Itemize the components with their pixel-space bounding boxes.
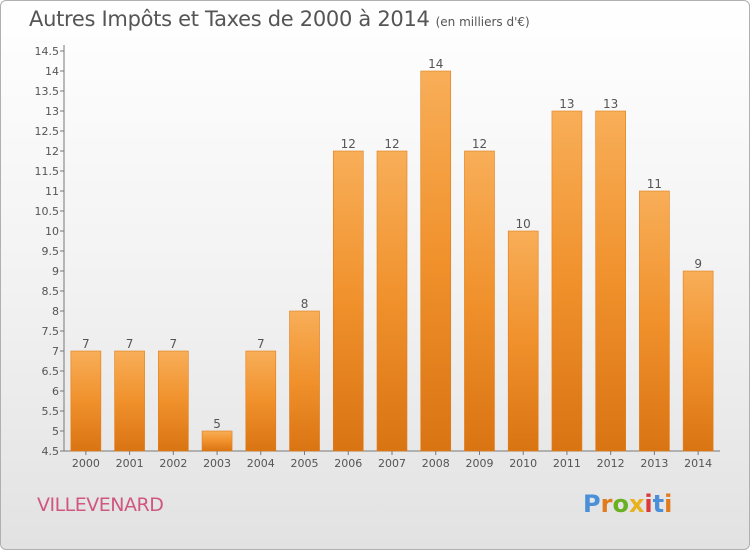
logo-letter: t (652, 490, 665, 518)
bar-2000 (70, 350, 102, 452)
bar-2011 (551, 110, 583, 452)
bar-2010 (507, 230, 539, 452)
y-tick-label: 7 (52, 345, 59, 358)
y-tick-label: 9.5 (42, 245, 60, 258)
y-tick-label: 12 (45, 145, 59, 158)
logo-letter: o (612, 490, 629, 518)
logo-letter: P (583, 490, 601, 518)
bar-2004 (245, 350, 277, 452)
x-tick-label-2012: 2012 (597, 457, 625, 470)
value-label-2000: 7 (82, 337, 90, 351)
x-tick-label-2000: 2000 (72, 457, 100, 470)
y-tick-label: 5.5 (42, 405, 60, 418)
y-tick-label: 7.5 (42, 325, 60, 338)
x-tick-label-2013: 2013 (640, 457, 668, 470)
x-tick-label-2007: 2007 (378, 457, 406, 470)
value-label-2006: 12 (341, 137, 356, 151)
x-tick-label-2011: 2011 (553, 457, 581, 470)
x-tick-label-2008: 2008 (422, 457, 450, 470)
x-tick-label-2009: 2009 (465, 457, 493, 470)
y-tick-label: 11.5 (35, 165, 60, 178)
y-tick-label: 5 (52, 425, 59, 438)
y-tick-label: 13 (45, 105, 59, 118)
y-tick-label: 10.5 (35, 205, 60, 218)
x-tick-label-2004: 2004 (247, 457, 275, 470)
y-tick-label: 6.5 (42, 365, 60, 378)
y-tick-label: 4.5 (42, 445, 60, 458)
bar-2002 (158, 350, 189, 452)
x-tick-label-2002: 2002 (159, 457, 187, 470)
value-label-2003: 5 (213, 417, 221, 431)
bar-2007 (376, 150, 408, 452)
x-tick-label-2014: 2014 (684, 457, 712, 470)
bar-2008 (420, 70, 452, 452)
value-label-2013: 11 (647, 177, 662, 191)
logo-letter: r (600, 490, 613, 518)
value-label-2002: 7 (170, 337, 178, 351)
y-tick-label: 10 (45, 225, 59, 238)
x-tick-label-2006: 2006 (334, 457, 362, 470)
x-tick-label-2001: 2001 (116, 457, 144, 470)
x-tick-label-2003: 2003 (203, 457, 231, 470)
bar-2005 (289, 310, 320, 452)
chart-unit: (en milliers d'€) (435, 15, 530, 29)
y-tick-label: 8.5 (42, 285, 60, 298)
x-tick-label-2005: 2005 (291, 457, 319, 470)
value-label-2012: 13 (603, 97, 618, 111)
bar-2006 (332, 150, 364, 452)
logo-letter: x (628, 490, 645, 518)
bar-2003 (201, 430, 233, 452)
value-label-2010: 10 (516, 217, 531, 231)
bar-2009 (464, 150, 495, 452)
y-tick-label: 13.5 (35, 85, 60, 98)
y-tick-label: 11 (45, 185, 59, 198)
y-tick-label: 9 (52, 265, 59, 278)
commune-name: VILLEVENARD (37, 494, 164, 516)
y-tick-label: 6 (52, 385, 59, 398)
value-label-2004: 7 (257, 337, 265, 351)
x-tick-label-2010: 2010 (509, 457, 537, 470)
chart-title-text: Autres Impôts et Taxes de 2000 à 2014 (29, 7, 430, 31)
value-label-2014: 9 (694, 257, 702, 271)
value-label-2005: 8 (301, 297, 309, 311)
logo-letter: i (664, 490, 673, 518)
proxiti-logo: Proxiti (583, 490, 672, 518)
y-tick-label: 12.5 (35, 125, 60, 138)
value-label-2011: 13 (559, 97, 574, 111)
bar-2012 (595, 110, 626, 452)
bar-2013 (639, 190, 670, 452)
value-label-2008: 14 (428, 57, 443, 71)
logo-letter: i (644, 490, 653, 518)
y-tick-label: 8 (52, 305, 59, 318)
bar-2001 (114, 350, 145, 452)
chart-title: Autres Impôts et Taxes de 2000 à 2014 (en… (29, 7, 530, 31)
y-tick-label: 14.5 (35, 45, 60, 58)
value-label-2009: 12 (472, 137, 487, 151)
y-tick-label: 14 (45, 65, 59, 78)
bar-2014 (682, 270, 714, 452)
value-label-2007: 12 (384, 137, 399, 151)
value-label-2001: 7 (126, 337, 134, 351)
